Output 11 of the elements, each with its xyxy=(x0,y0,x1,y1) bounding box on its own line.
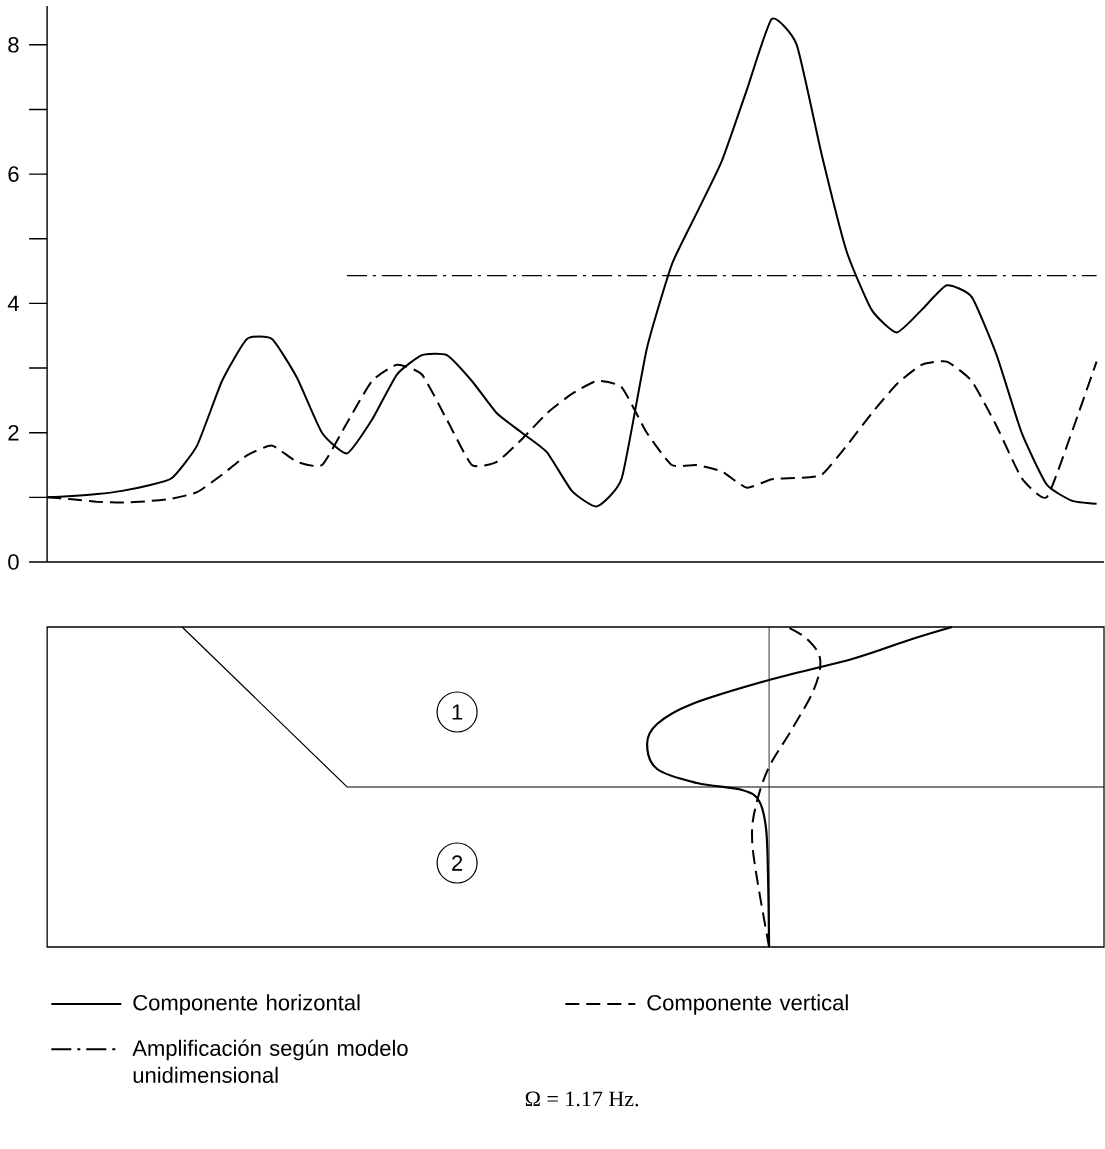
text: 2 xyxy=(452,855,463,871)
legend-label: Componente vertical xyxy=(647,994,848,1015)
y-tick-label: 6 xyxy=(8,166,19,182)
text: Ω = 1.17 Hz. xyxy=(525,1091,639,1107)
legend-label: Amplificación según modelo unidimensional xyxy=(132,1039,408,1083)
y-tick-label: 2 xyxy=(8,425,19,441)
y-tick-label: 0 xyxy=(8,554,19,570)
y-tick-label: 4 xyxy=(7,295,20,311)
y-tick-label: 8 xyxy=(8,37,19,53)
text: 1 xyxy=(452,704,463,720)
legend-label: Componente horizontal xyxy=(133,994,360,1015)
